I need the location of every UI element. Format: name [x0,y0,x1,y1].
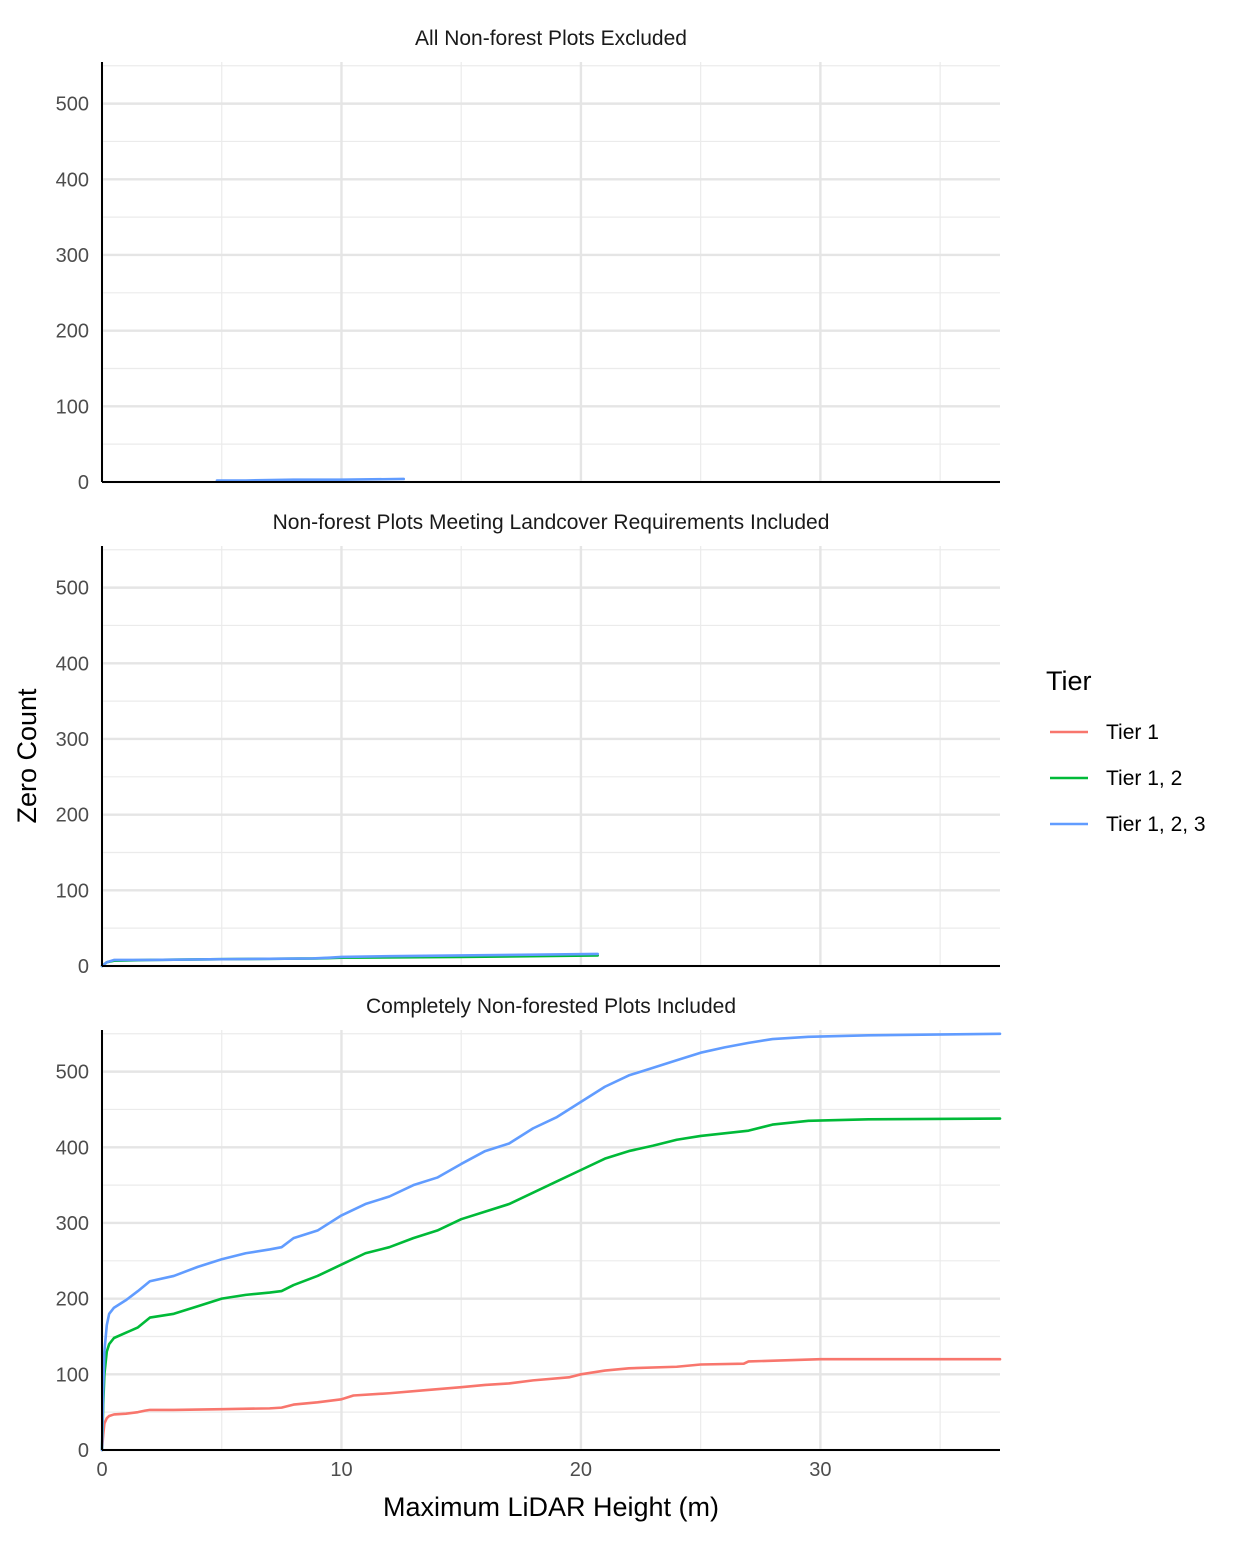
y-tick-label: 200 [56,321,89,343]
y-tick-label: 500 [56,1062,89,1084]
series-line [100,1117,1002,1452]
legend-title: Tier [1046,666,1092,696]
y-tick-label: 100 [56,880,89,902]
y-tick-label: 0 [78,1440,89,1462]
x-tick-label: 30 [809,1459,831,1481]
y-tick-label: 300 [56,1213,89,1235]
legend-label: Tier 1, 2 [1106,767,1182,790]
x-tick-label: 10 [330,1459,352,1481]
y-tick-label: 200 [56,805,89,827]
series-line [100,1357,1002,1452]
y-tick-label: 300 [56,245,89,267]
y-tick-label: 500 [56,578,89,600]
x-axis-title: Maximum LiDAR Height (m) [383,1492,719,1522]
series-line [100,1032,1002,1452]
y-axis-title: Zero Count [12,688,42,824]
y-tick-label: 500 [56,94,89,116]
x-tick-label: 0 [96,1459,107,1481]
legend-label: Tier 1, 2, 3 [1106,813,1206,836]
y-tick-label: 400 [56,1137,89,1159]
y-tick-label: 100 [56,396,89,418]
y-tick-label: 300 [56,729,89,751]
facet-title: Non-forest Plots Meeting Landcover Requi… [273,511,830,534]
y-tick-label: 0 [78,472,89,494]
x-tick-label: 20 [570,1459,592,1481]
y-tick-label: 400 [56,169,89,191]
series-line [215,477,406,482]
series-line [100,952,599,968]
y-tick-label: 0 [78,956,89,978]
y-tick-label: 400 [56,653,89,675]
facet-title: All Non-forest Plots Excluded [415,27,687,50]
facet-title: Completely Non-forested Plots Included [366,995,736,1018]
legend-label: Tier 1 [1106,721,1159,744]
y-tick-label: 200 [56,1289,89,1311]
y-tick-label: 100 [56,1364,89,1386]
